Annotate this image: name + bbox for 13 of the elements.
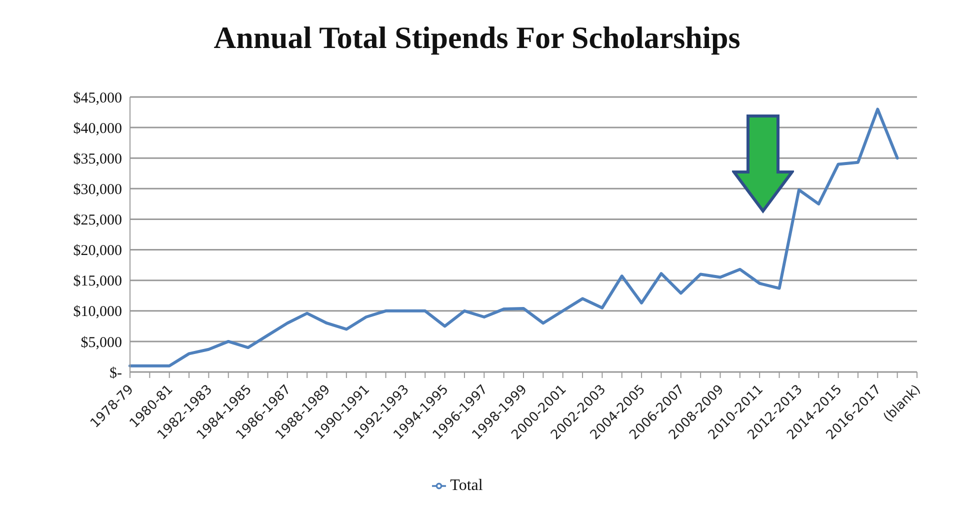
y-tick-label: $15,000 bbox=[73, 274, 122, 290]
y-tick-label: $40,000 bbox=[73, 120, 122, 137]
y-tick-label: $- bbox=[110, 365, 122, 382]
y-tick-label: $25,000 bbox=[73, 212, 122, 229]
legend-label: Total bbox=[450, 477, 483, 494]
y-tick-label: $5,000 bbox=[80, 334, 122, 351]
y-tick-label: $20,000 bbox=[73, 243, 122, 260]
chart-title: Annual Total Stipends For Scholarships bbox=[212, 20, 742, 56]
line-series bbox=[128, 108, 899, 368]
y-tick-label: $35,000 bbox=[73, 151, 122, 168]
y-tick-label: $30,000 bbox=[73, 182, 122, 198]
y-tick-label: $45,000 bbox=[73, 90, 122, 106]
y-tick-label: $10,000 bbox=[73, 304, 122, 320]
